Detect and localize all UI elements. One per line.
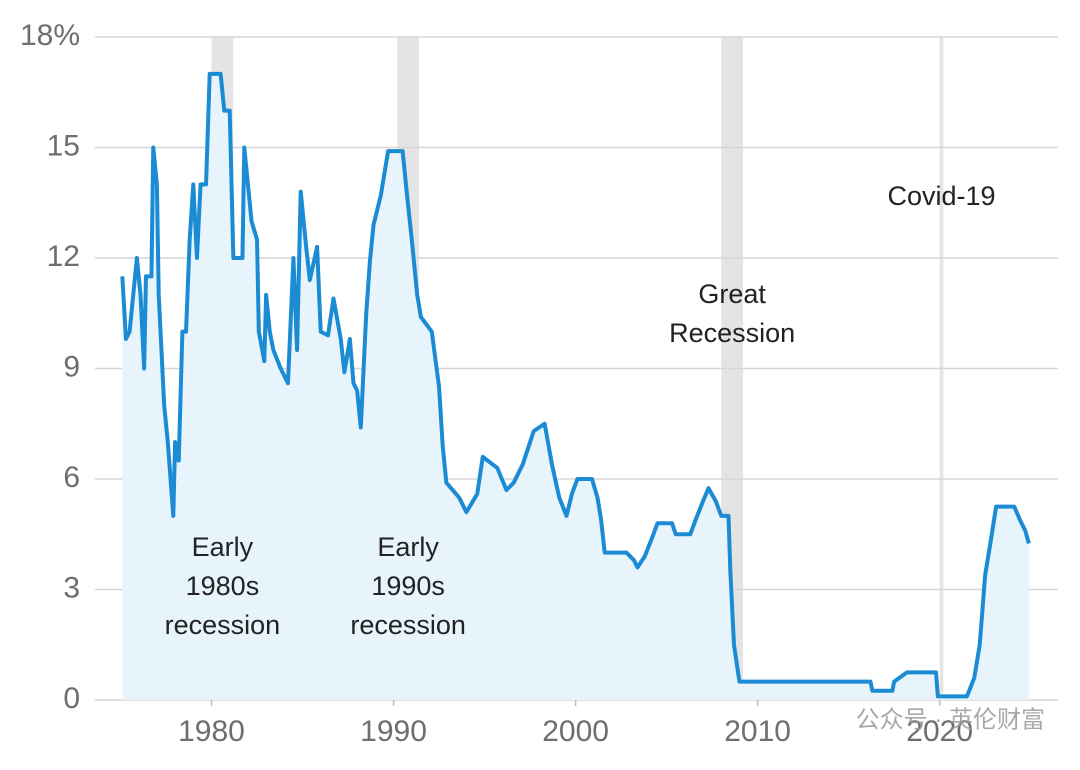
annotation: Recession (669, 318, 795, 348)
x-tick-label: 2010 (724, 715, 791, 748)
annotation: 1980s (186, 571, 260, 601)
annotation: Early (192, 532, 254, 562)
y-tick-label: 18% (20, 19, 80, 52)
x-tick-label: 1980 (178, 715, 245, 748)
area (122, 73, 1029, 701)
x-tick-label: 1990 (360, 715, 427, 748)
annotation: Covid-19 (887, 181, 995, 211)
watermark: 公众号 · 英伦财富 (856, 706, 1045, 733)
annotation: Early (377, 532, 439, 562)
y-tick-label: 9 (63, 350, 80, 383)
annotation: Great (698, 279, 766, 309)
annotation: recession (350, 610, 466, 640)
y-tick-label: 0 (63, 682, 80, 715)
y-tick-label: 6 (63, 461, 80, 494)
y-tick-label: 12 (47, 240, 80, 273)
y-tick-label: 3 (63, 571, 80, 604)
x-tick-label: 2020 (906, 715, 973, 748)
y-tick-label: 15 (47, 129, 80, 162)
line (120, 71, 1031, 699)
annotation: 1990s (371, 571, 445, 601)
annotation: recession (165, 610, 281, 640)
x-tick-label: 2000 (542, 715, 609, 748)
